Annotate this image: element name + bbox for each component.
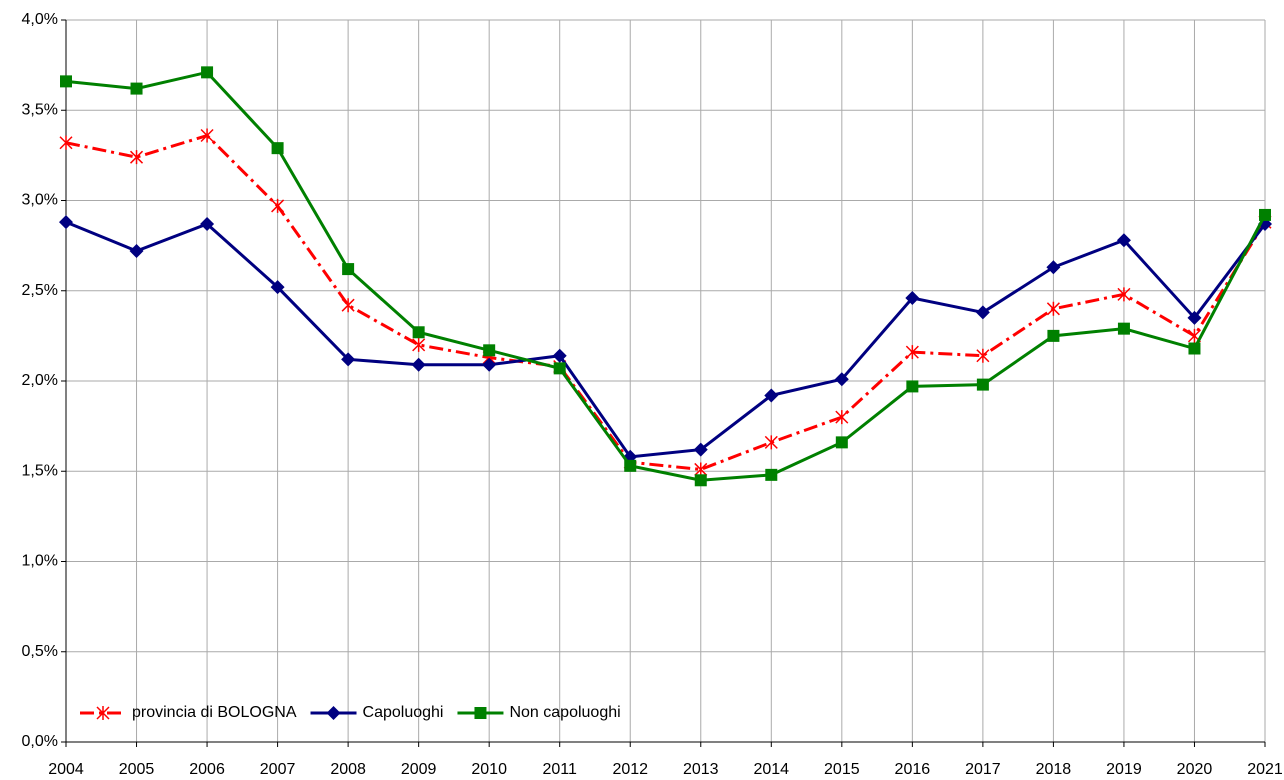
- x-tick-label: 2018: [1036, 761, 1072, 778]
- marker: [764, 388, 779, 403]
- x-tick-label: 2014: [753, 761, 789, 778]
- y-tick-label: 0,0%: [22, 733, 58, 750]
- marker: [483, 344, 496, 357]
- marker: [976, 348, 990, 363]
- x-tick-label: 2015: [824, 761, 860, 778]
- y-tick-label: 0,5%: [22, 643, 58, 660]
- marker: [1117, 287, 1131, 302]
- marker: [624, 459, 637, 472]
- x-tick-label: 2021: [1247, 761, 1283, 778]
- marker: [905, 290, 920, 305]
- marker: [200, 216, 215, 231]
- x-tick-label: 2011: [543, 761, 578, 778]
- marker: [765, 468, 778, 481]
- marker: [1188, 342, 1201, 355]
- y-tick-label: 1,5%: [22, 462, 58, 479]
- marker: [59, 135, 73, 150]
- y-tick-label: 2,5%: [22, 282, 58, 299]
- series-line: [65, 133, 1267, 471]
- x-tick-label: 2006: [189, 761, 225, 778]
- y-tick-label: 1,0%: [22, 553, 58, 570]
- x-tick-label: 2005: [119, 761, 155, 778]
- legend-label: Non capoluoghi: [509, 704, 620, 721]
- marker: [905, 345, 919, 360]
- marker: [1116, 233, 1131, 248]
- x-tick-label: 2016: [895, 761, 931, 778]
- x-tick-label: 2009: [401, 761, 437, 778]
- x-tick-label: 2013: [683, 761, 719, 778]
- marker: [129, 150, 144, 165]
- marker: [835, 410, 849, 425]
- marker: [341, 352, 356, 367]
- marker: [412, 337, 426, 352]
- marker: [835, 436, 848, 449]
- marker: [834, 372, 849, 387]
- x-tick-label: 2020: [1177, 761, 1213, 778]
- marker: [764, 435, 778, 450]
- marker: [1187, 310, 1202, 325]
- marker: [270, 280, 285, 295]
- marker: [482, 357, 497, 372]
- marker: [975, 305, 990, 320]
- x-tick-label: 2017: [965, 761, 1001, 778]
- legend-label: Capoluoghi: [363, 704, 444, 721]
- marker: [411, 357, 426, 372]
- marker: [201, 66, 214, 79]
- y-tick-label: 4,0%: [22, 11, 58, 28]
- y-tick-label: 2,0%: [22, 372, 58, 389]
- marker: [130, 82, 143, 95]
- marker: [342, 263, 355, 276]
- y-tick-label: 3,0%: [22, 192, 58, 209]
- marker: [412, 326, 425, 339]
- marker: [60, 75, 72, 88]
- marker: [694, 474, 707, 487]
- marker: [1047, 329, 1060, 342]
- marker: [1259, 208, 1271, 221]
- x-tick-label: 2010: [471, 761, 507, 778]
- marker: [553, 362, 566, 375]
- marker: [271, 198, 285, 213]
- y-tick-label: 3,5%: [22, 101, 58, 118]
- marker: [1046, 301, 1060, 316]
- x-tick-label: 2007: [260, 761, 296, 778]
- legend-label: provincia di BOLOGNA: [132, 704, 297, 721]
- x-tick-label: 2004: [48, 761, 84, 778]
- marker: [59, 215, 73, 230]
- marker: [341, 298, 355, 313]
- marker: [1117, 322, 1130, 335]
- x-tick-label: 2008: [330, 761, 366, 778]
- marker: [694, 462, 708, 477]
- marker: [1046, 260, 1061, 275]
- series-line: [65, 220, 1267, 459]
- marker: [326, 706, 341, 720]
- marker: [271, 142, 284, 155]
- marker: [552, 348, 567, 363]
- series-line: [65, 70, 1267, 482]
- x-tick-label: 2019: [1106, 761, 1142, 778]
- marker: [474, 707, 487, 719]
- marker: [96, 706, 110, 720]
- marker: [200, 128, 214, 143]
- marker: [906, 380, 919, 393]
- marker: [693, 442, 708, 457]
- marker: [976, 378, 989, 391]
- x-tick-label: 2012: [612, 761, 648, 778]
- marker: [129, 244, 144, 259]
